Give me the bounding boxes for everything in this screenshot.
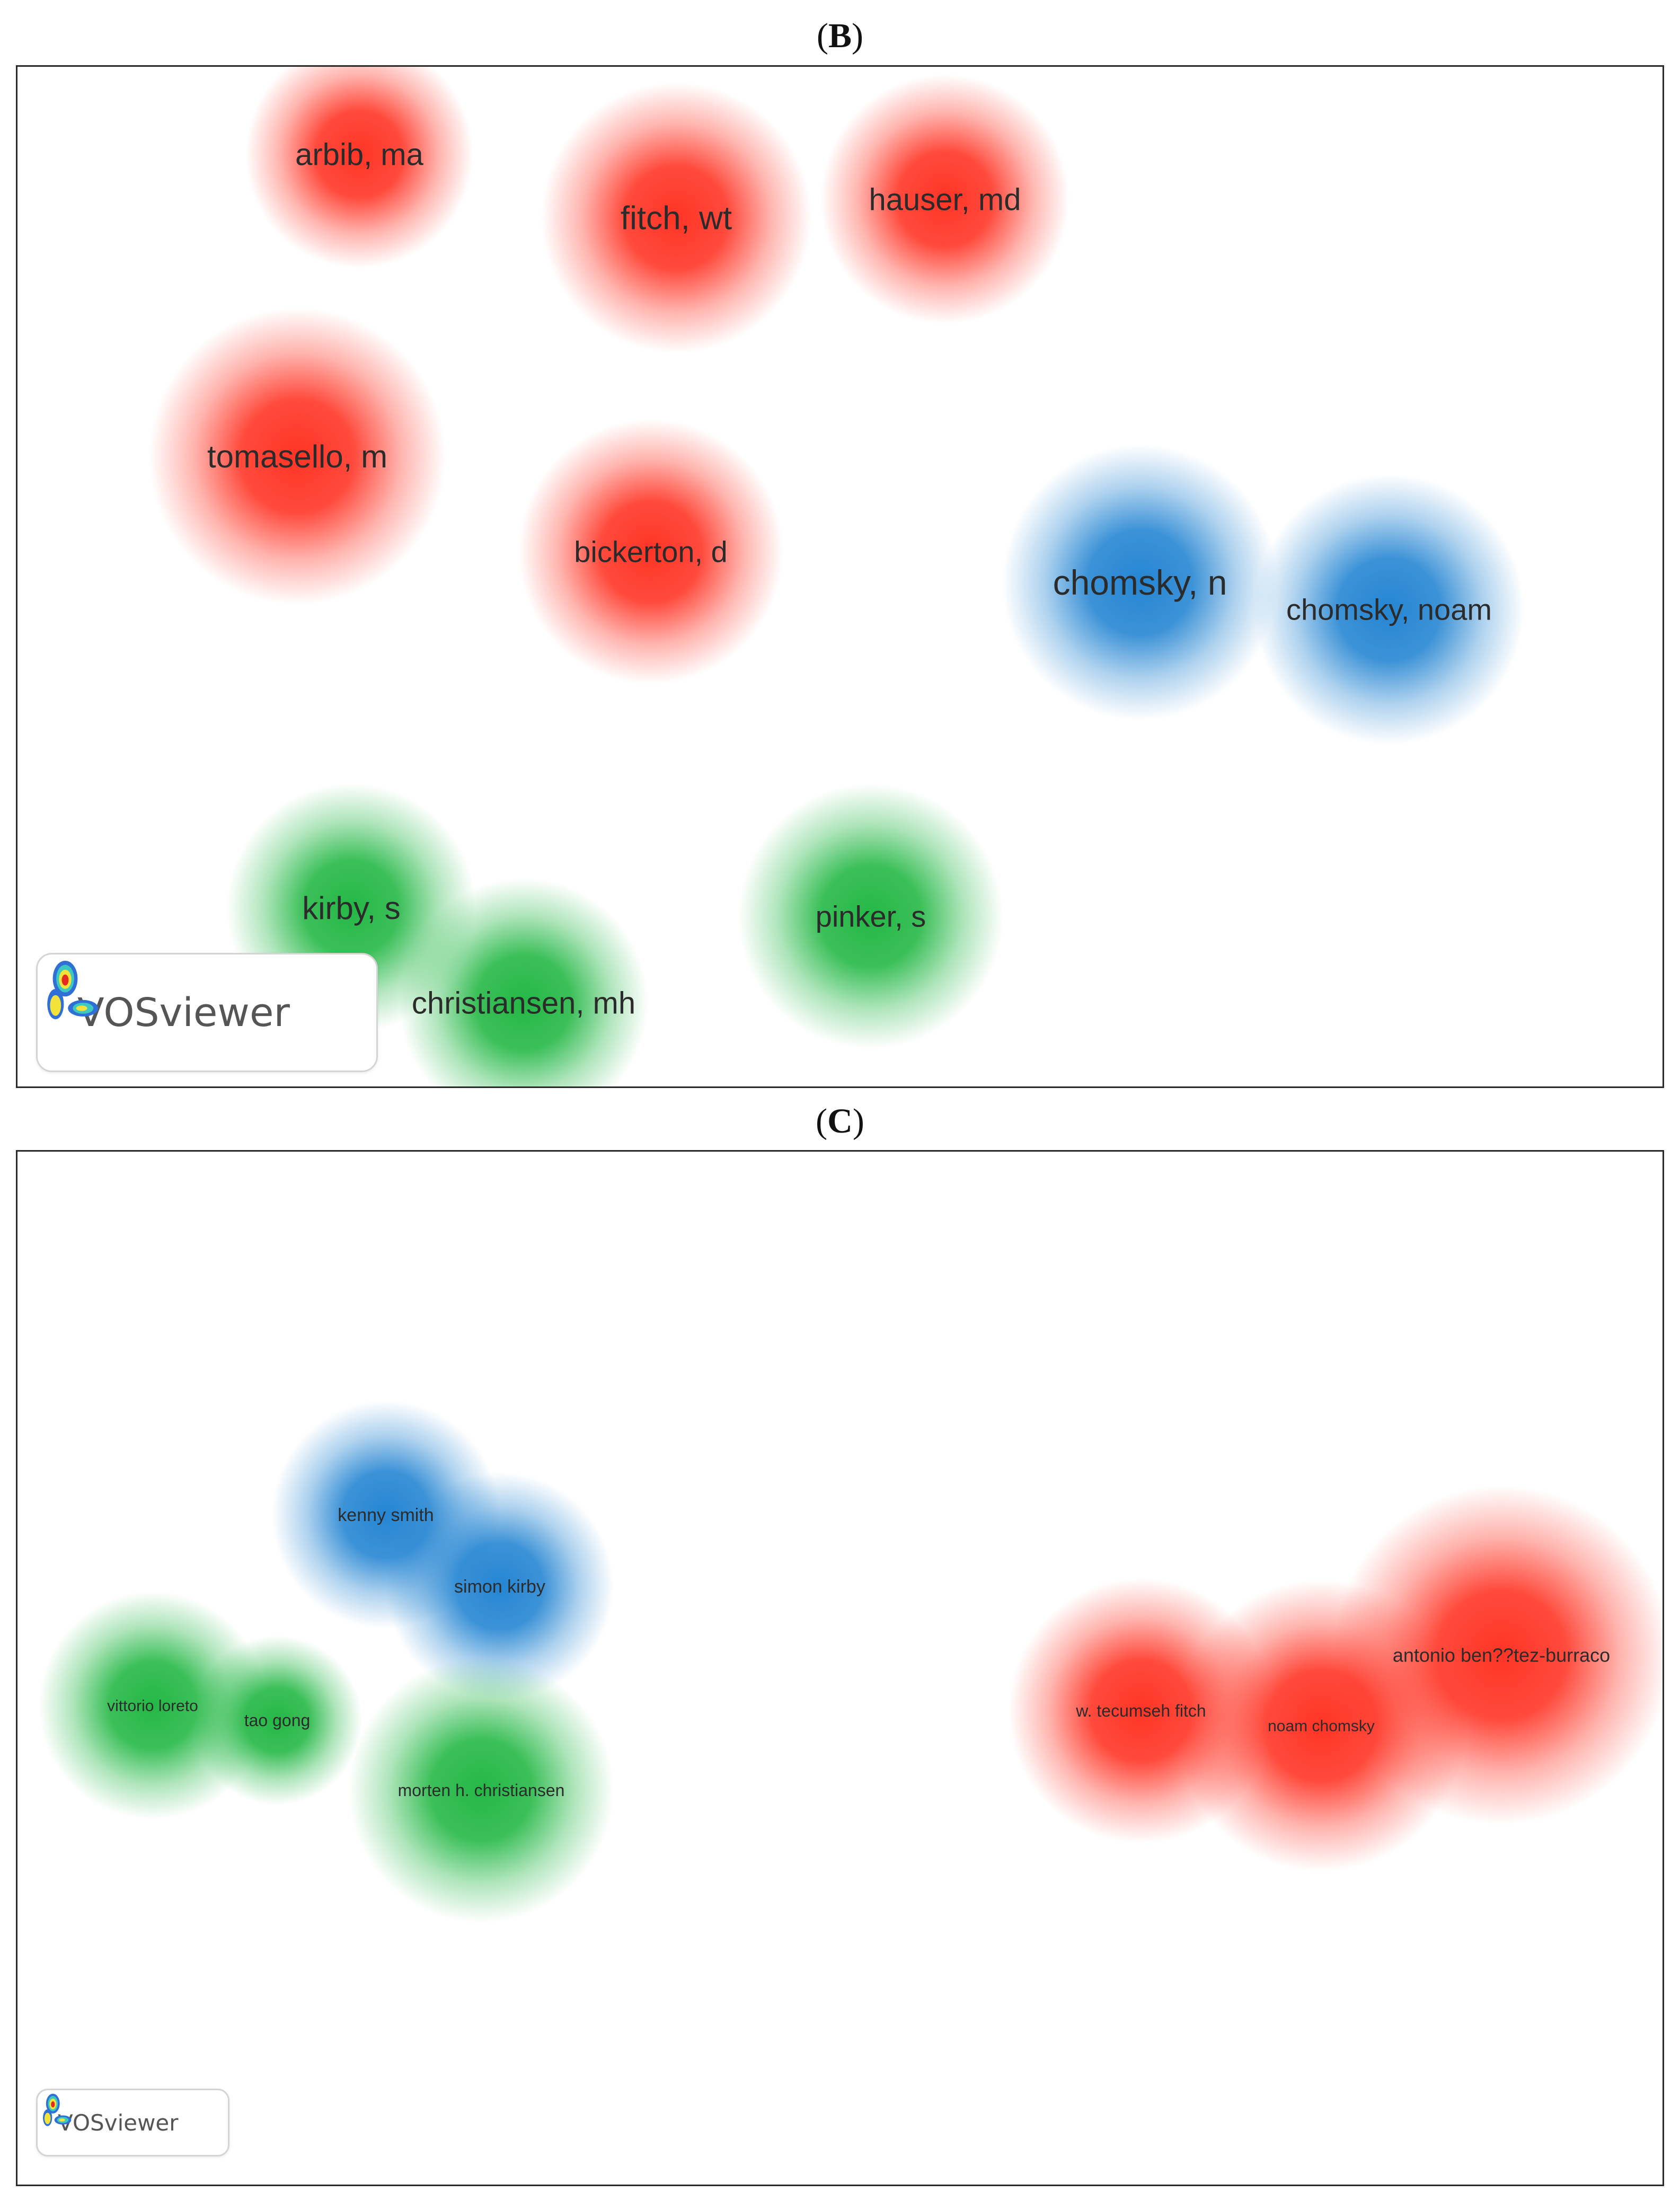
density-blob-red: [820, 75, 1069, 324]
density-blob-green: [349, 1658, 614, 1923]
node-label[interactable]: morten h. christiansen: [398, 1781, 565, 1800]
vosviewer-logo-b: VOSviewer: [36, 953, 378, 1072]
vosviewer-logo-text: VOSviewer: [77, 989, 290, 1036]
node-label[interactable]: fitch, wt: [621, 200, 732, 237]
density-blob-green: [192, 1636, 362, 1805]
node-labels: arbib, ma fitch, wt hauser, md tomasello, m…: [207, 137, 1492, 1020]
node-label[interactable]: christiansen, mh: [412, 986, 635, 1020]
density-blob-blue: [386, 1472, 614, 1700]
node-label[interactable]: chomsky, n: [1053, 563, 1227, 602]
density-blobs: [39, 1401, 1663, 1923]
node-label[interactable]: noam chomsky: [1268, 1718, 1375, 1735]
panel-c-letter: (C): [816, 1102, 864, 1141]
density-blob-red: [541, 83, 811, 353]
node-label[interactable]: tao gong: [244, 1711, 311, 1730]
density-blob-red: [518, 419, 783, 684]
density-blob-red: [245, 67, 473, 268]
panel-b-letter: (B): [817, 16, 863, 55]
node-label[interactable]: chomsky, noam: [1286, 593, 1492, 626]
node-label[interactable]: kirby, s: [302, 890, 401, 926]
density-blob-green: [399, 878, 648, 1086]
vosviewer-logo-text: VOSviewer: [58, 2109, 179, 2136]
node-label[interactable]: vittorio loreto: [107, 1698, 198, 1715]
node-label[interactable]: pinker, s: [816, 900, 926, 933]
vosviewer-logo-icon: [43, 2093, 72, 2126]
node-labels: kenny smith simon kirby vittorio loreto tao…: [107, 1505, 1610, 1800]
node-label[interactable]: hauser, md: [869, 182, 1021, 217]
node-label[interactable]: arbib, ma: [295, 137, 424, 172]
vosviewer-logo-icon: [47, 960, 99, 1020]
density-blobs: [149, 67, 1524, 1086]
node-label[interactable]: tomasello, m: [207, 439, 387, 474]
density-blob-red: [1332, 1486, 1663, 1825]
density-map-panel-b: arbib, ma fitch, wt hauser, md tomasello, m…: [16, 65, 1664, 1088]
node-label[interactable]: simon kirby: [454, 1577, 545, 1597]
density-blob-green: [738, 784, 1003, 1049]
density-blob-red: [149, 308, 446, 605]
vosviewer-logo-c: VOSviewer: [36, 2089, 229, 2156]
node-label[interactable]: kenny smith: [338, 1505, 434, 1525]
node-label[interactable]: bickerton, d: [574, 535, 728, 569]
node-label[interactable]: w. tecumseh fitch: [1075, 1701, 1206, 1720]
node-label[interactable]: antonio ben??tez-burraco: [1393, 1645, 1610, 1666]
density-blob-blue: [1002, 445, 1278, 720]
density-blob-blue: [1254, 474, 1524, 745]
density-map-panel-c: kenny smith simon kirby vittorio loreto tao…: [16, 1150, 1664, 2186]
density-map-canvas-b[interactable]: arbib, ma fitch, wt hauser, md tomasello, m…: [17, 67, 1663, 1086]
density-map-canvas-c[interactable]: kenny smith simon kirby vittorio loreto tao…: [17, 1152, 1663, 2185]
